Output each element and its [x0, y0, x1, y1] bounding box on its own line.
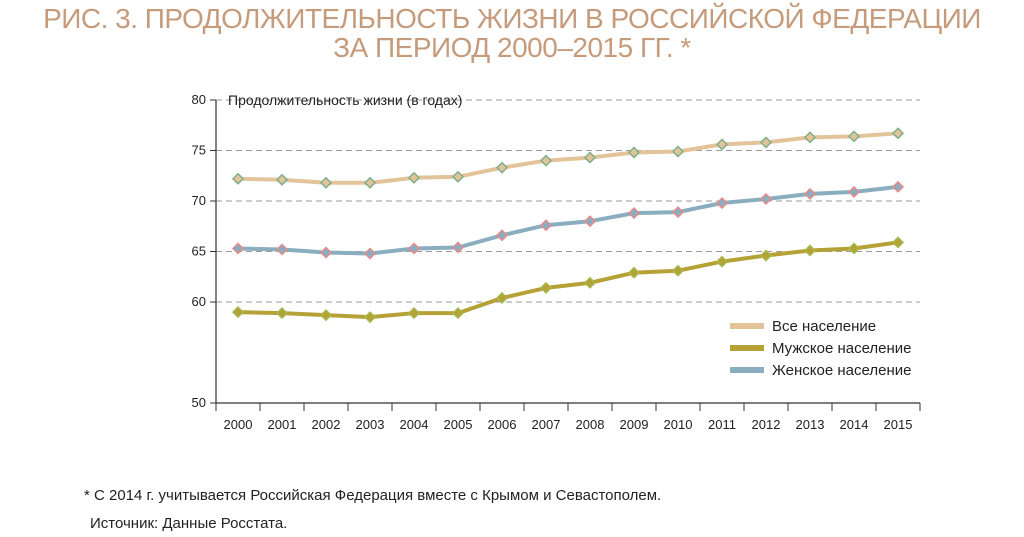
data-point	[627, 207, 641, 220]
source-note: Источник: Данные Росстата.	[90, 515, 288, 532]
legend-label: Женское население	[772, 362, 911, 379]
x-tick-label: 2000	[224, 417, 253, 432]
data-point	[407, 307, 421, 320]
data-point	[319, 246, 333, 259]
data-point	[583, 151, 597, 164]
x-tick-label: 2002	[312, 417, 341, 432]
chart-title-line2: ЗА ПЕРИОД 2000–2015 ГГ. *	[333, 32, 691, 63]
y-tick-label: 75	[192, 143, 206, 158]
data-point	[715, 138, 729, 151]
data-point	[495, 291, 509, 305]
x-tick-label: 2010	[664, 417, 693, 432]
legend-label: Все население	[772, 318, 876, 335]
data-point	[847, 130, 861, 143]
data-point	[803, 187, 817, 200]
data-point	[583, 215, 597, 228]
series-line	[237, 240, 899, 320]
y-tick-label: 65	[192, 244, 206, 259]
data-point	[627, 146, 641, 159]
y-axis-label: Продолжительность жизни (в годах)	[228, 92, 462, 108]
x-tick-label: 2005	[444, 417, 473, 432]
x-tick-label: 2014	[840, 417, 869, 432]
data-point	[495, 229, 509, 242]
data-point	[759, 249, 773, 262]
data-point	[671, 145, 685, 158]
data-point	[231, 306, 245, 319]
data-point	[715, 196, 729, 210]
data-point	[671, 264, 685, 277]
x-tick-label: 2004	[400, 417, 429, 432]
data-point	[539, 154, 553, 167]
x-tick-label: 2012	[752, 417, 781, 432]
data-point	[847, 242, 861, 255]
data-point	[803, 244, 817, 257]
line-chart: 50 60 65 70 75 80 2000 2001 2002 2003 2004 2005 2006…	[192, 92, 921, 432]
y-tick-label: 70	[192, 193, 206, 208]
data-point	[275, 173, 289, 186]
y-tick-label: 60	[192, 294, 206, 309]
data-point	[407, 171, 421, 184]
x-tick-label: 2001	[268, 417, 297, 432]
data-point	[891, 180, 905, 193]
chart-title-line1: РИС. 3. ПРОДОЛЖИТЕЛЬНОСТЬ ЖИЗНИ В РОССИЙ…	[43, 3, 981, 34]
data-point	[363, 176, 377, 189]
data-point	[539, 281, 553, 294]
chart-legend: Все население Мужское население Женское на…	[730, 318, 912, 379]
chart-gridlines	[216, 99, 920, 303]
data-point	[671, 206, 685, 219]
y-tick-label: 80	[192, 92, 206, 107]
data-point	[803, 131, 817, 144]
data-point	[319, 176, 333, 189]
chart-series	[231, 127, 905, 324]
legend-label: Мужское население	[772, 340, 912, 357]
series-line	[237, 184, 899, 256]
x-tick-label: 2007	[532, 417, 561, 432]
chart-title: РИС. 3. ПРОДОЛЖИТЕЛЬНОСТЬ ЖИЗНИ В РОССИЙ…	[0, 4, 1024, 62]
data-point	[275, 243, 289, 256]
x-tick-label: 2009	[620, 417, 649, 432]
data-point	[583, 276, 597, 289]
data-point	[715, 255, 729, 268]
data-point	[495, 161, 509, 174]
data-point	[627, 266, 641, 279]
y-tick-label: 50	[192, 395, 206, 410]
data-point	[231, 172, 245, 185]
data-point	[539, 219, 553, 232]
data-point	[407, 242, 421, 255]
series-line	[237, 131, 899, 185]
data-point	[451, 307, 465, 320]
data-point	[231, 242, 245, 255]
x-tick-label: 2013	[796, 417, 825, 432]
footnote: * С 2014 г. учитывается Российская Федер…	[84, 487, 662, 504]
data-point	[847, 185, 861, 198]
chart-axes: 50 60 65 70 75 80 2000 2001 2002 2003 2004 2005 2006…	[192, 92, 921, 432]
data-point	[759, 136, 773, 149]
data-point	[759, 192, 773, 206]
data-point	[363, 247, 377, 260]
data-point	[451, 241, 465, 254]
data-point	[891, 127, 905, 140]
data-point	[451, 170, 465, 183]
x-tick-label: 2003	[356, 417, 385, 432]
x-tick-label: 2006	[488, 417, 517, 432]
data-point	[891, 236, 905, 249]
x-tick-label: 2008	[576, 417, 605, 432]
data-point	[319, 309, 333, 322]
data-point	[363, 311, 377, 324]
data-point	[275, 307, 289, 320]
x-tick-label: 2011	[708, 417, 736, 432]
x-tick-label: 2015	[884, 417, 913, 432]
